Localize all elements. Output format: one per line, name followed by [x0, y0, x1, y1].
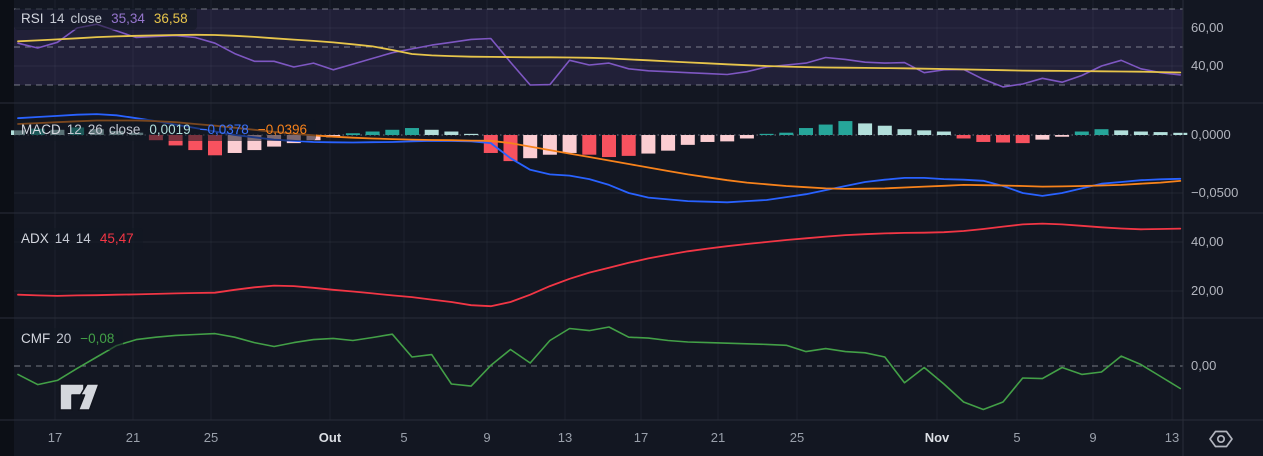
time-axis-label: 17	[47, 430, 63, 445]
macd-histogram-bar	[602, 135, 616, 158]
macd-histogram-bar	[562, 135, 577, 153]
time-axis-label: 25	[203, 430, 219, 445]
macd-histogram-bar	[1074, 131, 1089, 135]
adx-value: 45,47	[99, 231, 134, 246]
time-axis-label: 9	[483, 430, 491, 445]
macd-line-value: −0,0378	[199, 122, 249, 137]
time-axis-label: 21	[710, 430, 726, 445]
price-axis-label: −0,0500	[1191, 185, 1239, 200]
macd-histogram-bar	[1153, 132, 1168, 135]
macd-histogram-bar	[1133, 131, 1148, 135]
macd-histogram-bar	[858, 123, 873, 135]
price-axis-label: 40,00	[1191, 234, 1224, 249]
macd-legend-title: MACD 12 26 close	[21, 122, 141, 137]
price-axis-label: 60,00	[1191, 20, 1224, 35]
time-axis-month-label: Nov	[924, 430, 950, 445]
time-axis-label: 5	[400, 430, 408, 445]
macd-histogram-bar	[1173, 132, 1188, 135]
price-axis-label: 40,00	[1191, 58, 1224, 73]
macd-histogram-bar	[877, 125, 892, 135]
settings-gear-icon[interactable]	[1206, 428, 1236, 450]
macd-histogram-bar	[897, 129, 912, 135]
rsi-legend-title: RSI 14 close	[21, 11, 103, 26]
macd-histogram-bar	[956, 135, 971, 139]
macd-histogram-bar	[1035, 135, 1050, 140]
macd-histogram-bar	[936, 131, 951, 135]
macd-histogram-bar	[739, 135, 754, 139]
cmf-legend[interactable]: CMF 20 −0,08	[14, 328, 124, 350]
macd-histogram-bar	[641, 135, 656, 154]
macd-histogram-bar	[345, 133, 360, 135]
macd-histogram-bar	[1094, 129, 1109, 135]
rsi-value: 35,34	[111, 11, 145, 26]
macd-legend[interactable]: MACD 12 26 close 0,0019 −0,0378 −0,0396	[14, 119, 316, 141]
tradingview-logo[interactable]	[57, 381, 101, 413]
macd-histogram-bar	[818, 124, 833, 135]
cmf-value: −0,08	[80, 331, 115, 346]
cmf-cmf-line	[17, 326, 1182, 411]
adx-adx-line	[17, 222, 1182, 308]
macd-histogram-bar	[621, 135, 636, 156]
macd-histogram-bar	[405, 128, 419, 135]
macd-histogram-bar	[700, 135, 715, 142]
rsi-legend[interactable]: RSI 14 close 35,34 36,58	[14, 8, 197, 30]
macd-histogram-bar	[799, 128, 813, 135]
adx-legend[interactable]: ADX 14 14 45,47	[14, 228, 143, 250]
macd-histogram-bar	[720, 135, 735, 142]
macd-histogram-bar	[976, 135, 991, 142]
macd-histogram-bar	[365, 131, 380, 135]
macd-histogram-bar	[680, 135, 695, 145]
macd-histogram-bar	[582, 135, 597, 155]
macd-histogram-bar	[779, 132, 794, 135]
price-axis-label: 0,00	[1191, 358, 1217, 373]
price-axis-label: 20,00	[1191, 283, 1224, 298]
time-axis-label: 9	[1089, 430, 1097, 445]
macd-histogram-bar	[1114, 130, 1129, 135]
time-axis-label: 13	[1164, 430, 1180, 445]
time-axis-label: 21	[125, 430, 141, 445]
macd-histogram-bar	[1055, 135, 1070, 137]
time-axis-label: 13	[557, 430, 573, 445]
time-axis-month-label: Out	[318, 430, 342, 445]
time-axis-label: 25	[789, 430, 805, 445]
rsi-rsi-based-ma-line	[17, 33, 1182, 74]
rsi-rsi-line	[17, 23, 1182, 88]
macd-signal-value: −0,0396	[257, 122, 307, 137]
macd-hist-value: 0,0019	[149, 122, 191, 137]
macd-histogram-bar	[661, 135, 676, 151]
macd-histogram-bar	[996, 135, 1010, 143]
macd-histogram-bar	[917, 130, 932, 135]
macd-histogram-bar	[838, 121, 853, 135]
price-axis-label: 0,0000	[1191, 127, 1231, 142]
time-axis-label: 5	[1013, 430, 1021, 445]
rsi-ma-value: 36,58	[153, 11, 188, 26]
macd-histogram-bar	[444, 131, 459, 135]
macd-histogram-bar	[424, 129, 439, 135]
cmf-legend-title: CMF 20	[21, 331, 72, 346]
macd-histogram-bar	[1015, 135, 1030, 144]
macd-histogram-bar	[385, 129, 400, 135]
macd-histogram-bar	[464, 133, 479, 136]
left-margin	[0, 0, 14, 456]
time-axis-label: 17	[633, 430, 649, 445]
adx-legend-title: ADX 14 14	[21, 231, 91, 246]
macd-histogram-bar	[759, 133, 774, 136]
